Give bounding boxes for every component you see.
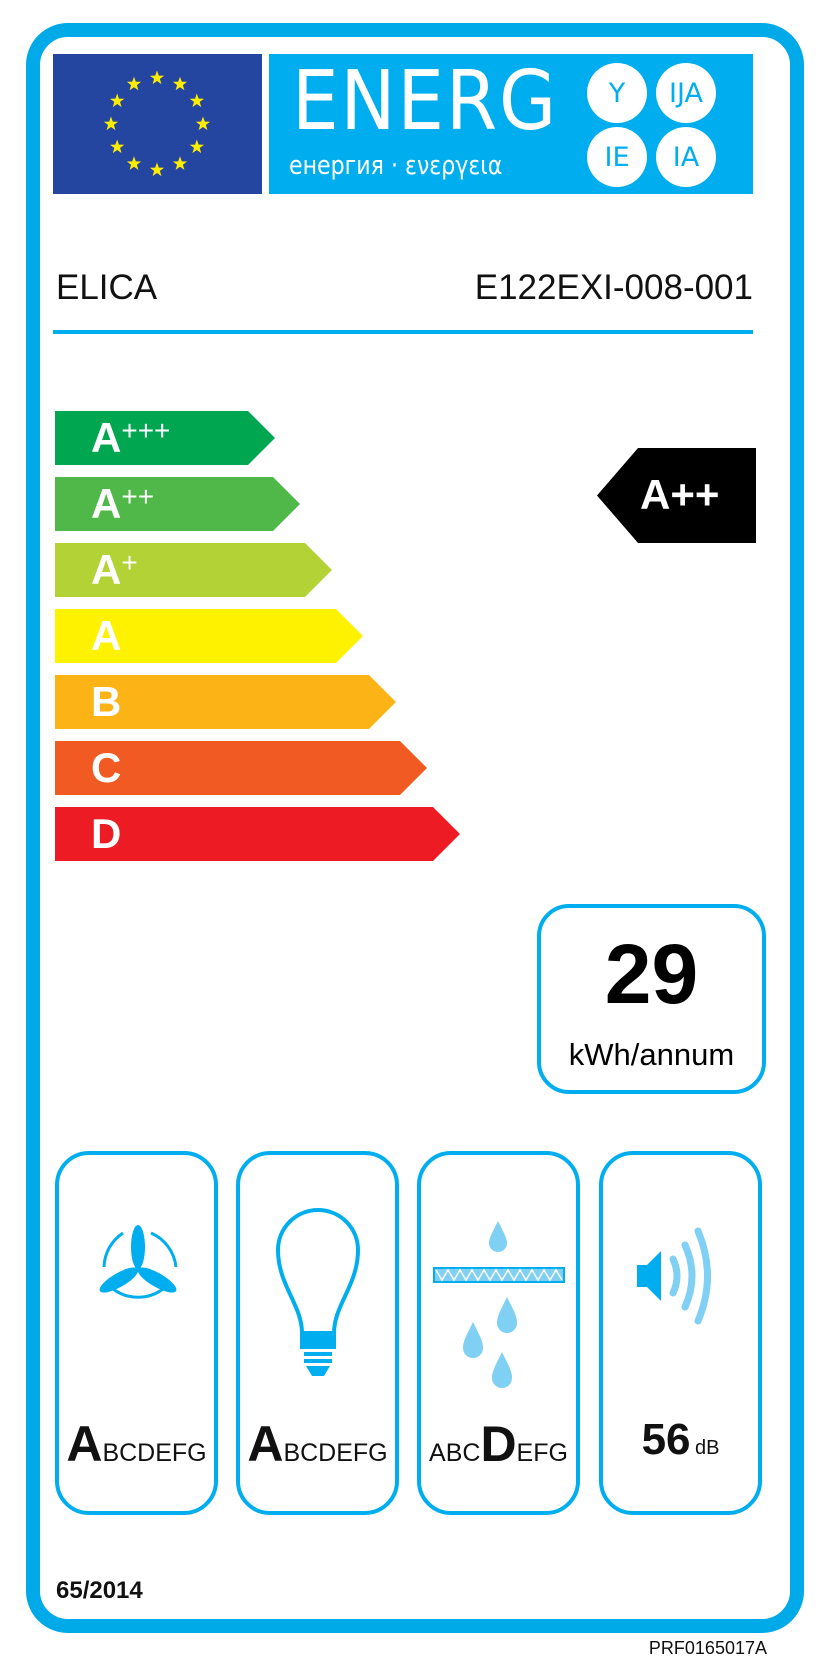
fan-class: ABCDEFG <box>66 1416 207 1472</box>
model-identifier: E122EXI-008-001 <box>474 268 753 307</box>
energy-subtitle: енергия · ενεργεια <box>289 151 503 181</box>
energy-class-bar: A+ <box>55 543 332 597</box>
rating-label: A++ <box>640 471 720 518</box>
energy-class-bar: B <box>55 675 396 729</box>
energy-title: ENERG <box>292 54 558 149</box>
energy-class-label: A+ <box>91 546 138 593</box>
regulation-number: 65/2014 <box>56 1577 143 1604</box>
energy-class-bar: C <box>55 741 427 795</box>
noise-box: 56 dB <box>599 1151 762 1515</box>
energy-class-bar: A <box>55 609 363 663</box>
eu-flag <box>53 54 262 194</box>
label-reference: PRF0165017A <box>648 1638 767 1658</box>
fluid-dynamic-efficiency-box: ABCDEFG <box>55 1151 218 1515</box>
noise-level: 56 dB <box>641 1415 720 1464</box>
label-frame <box>26 23 804 1633</box>
lang-circle: Y <box>587 63 647 123</box>
lighting-class: ABCDEFG <box>247 1416 388 1472</box>
grease-filter-icon <box>433 1221 565 1388</box>
fan-icon <box>99 1225 178 1299</box>
lang-circle: IJA <box>656 63 716 123</box>
energy-class-bar: A++ <box>55 477 300 531</box>
star-icon <box>110 93 125 108</box>
star-icon <box>126 76 142 91</box>
energy-class-label: A <box>91 612 122 659</box>
energy-class-label: B <box>91 678 122 725</box>
grease-filtering-efficiency-box: ABCDEFG <box>417 1151 580 1515</box>
energy-class-label: A++ <box>91 480 155 527</box>
annual-consumption-value: 29 <box>604 927 699 1021</box>
annual-consumption-box: 29 kWh/annum <box>537 904 766 1094</box>
energy-class-label: C <box>91 744 122 791</box>
star-icon <box>126 156 142 170</box>
star-icon <box>189 139 204 154</box>
energy-class-bar: D <box>55 807 460 861</box>
star-icon <box>195 116 211 131</box>
light-bulb-icon <box>275 1208 361 1376</box>
energy-class-label: D <box>91 810 122 857</box>
noise-icon <box>637 1227 711 1325</box>
supplier-name: ELICA <box>56 268 158 307</box>
lighting-efficiency-box: ABCDEFG <box>236 1151 399 1515</box>
star-icon <box>149 162 165 177</box>
energy-banner: Y IJA IE IA <box>269 54 753 194</box>
divider <box>53 330 753 334</box>
grease-filter-class: ABCDEFG <box>429 1416 568 1472</box>
star-icon <box>172 76 188 91</box>
energy-class-bar: A+++ <box>55 411 275 465</box>
lang-circle: IE <box>587 127 647 187</box>
star-icon <box>103 116 119 131</box>
annual-consumption-unit: kWh/annum <box>568 1037 735 1072</box>
eu-stars-icon <box>103 70 211 177</box>
star-icon <box>110 139 125 154</box>
star-icon <box>189 93 204 108</box>
star-icon <box>149 70 165 85</box>
lang-circle: IA <box>656 127 716 187</box>
rating-arrow <box>597 448 756 543</box>
star-icon <box>172 156 188 170</box>
energy-class-label: A+++ <box>91 414 171 461</box>
